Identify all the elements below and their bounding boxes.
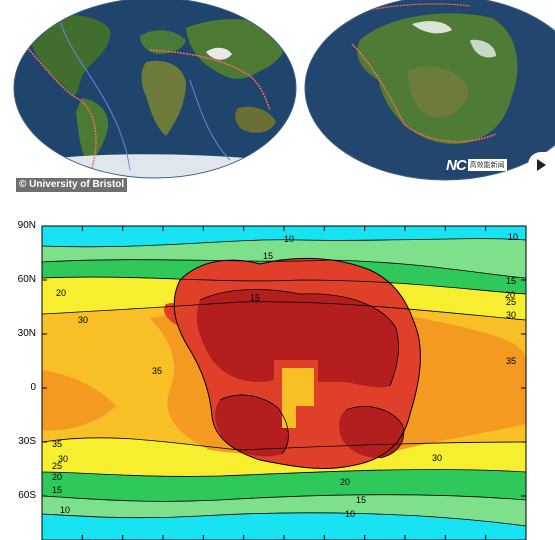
photo-credit: © University of Bristol xyxy=(16,178,128,192)
contour-label: 15 xyxy=(263,251,273,261)
contour-label: 15 xyxy=(356,495,366,505)
land-spur-west xyxy=(164,302,200,328)
globe-photo xyxy=(13,0,555,181)
globe-photo-panel: © University of Bristol NC 高效能新闻 xyxy=(0,0,555,195)
contour-label: 15 xyxy=(250,293,260,303)
contour-line xyxy=(42,494,526,502)
future-supercontinent-earth xyxy=(305,0,555,180)
contour-lines xyxy=(42,238,526,527)
contour-label: 30 xyxy=(506,310,516,320)
present-day-earth xyxy=(14,0,296,178)
temperature-map-panel: 10 10 15 15 15 20 20 25 30 30 35 35 35 30 25 20 15 10 10 20… xyxy=(0,210,555,540)
axis-ticks xyxy=(41,225,527,540)
contour-label: 15 xyxy=(506,276,516,286)
contour-label: 35 xyxy=(152,366,162,376)
contour-label: 30 xyxy=(432,453,442,463)
logo-mark: NC xyxy=(446,156,467,174)
contour-label: 30 xyxy=(78,315,88,325)
contour-label: 20 xyxy=(505,290,515,300)
contour-label: 10 xyxy=(508,232,518,242)
latitude-label: 30S xyxy=(18,436,36,447)
next-arrow-icon[interactable] xyxy=(528,152,555,178)
contour-label: 35 xyxy=(506,356,516,366)
latitude-label: 60S xyxy=(18,490,36,501)
band-orange-west xyxy=(42,370,116,431)
contour-label: 25 xyxy=(506,297,516,307)
contour-label: 20 xyxy=(56,288,66,298)
contour-label: 35 xyxy=(52,439,62,449)
contour-line xyxy=(42,301,526,321)
contour-line xyxy=(42,469,526,477)
contour-label: 25 xyxy=(52,461,62,471)
contour-line xyxy=(345,406,405,459)
latitude-label: 0 xyxy=(30,382,36,393)
contour-line xyxy=(42,512,526,527)
contour-line xyxy=(42,276,526,295)
hot-core-southwest xyxy=(215,394,289,457)
contour-label: 20 xyxy=(52,472,62,482)
contour-label: 15 xyxy=(52,485,62,495)
contour-line xyxy=(42,437,526,451)
logo-badge: 高效能新闻 xyxy=(467,159,507,171)
news-logo: NC 高效能新闻 xyxy=(446,156,507,174)
coastline xyxy=(173,257,421,469)
latitude-label: 90N xyxy=(17,220,36,231)
contour-label: 10 xyxy=(60,505,70,515)
hot-core-north xyxy=(196,289,399,388)
temperature-bands xyxy=(42,226,526,540)
contour-label: 10 xyxy=(284,234,294,244)
contour-line xyxy=(219,394,289,455)
contour-label: 10 xyxy=(345,509,355,519)
latitude-label: 30N xyxy=(17,328,36,339)
contour-label: 30 xyxy=(58,454,68,464)
latitude-label: 60N xyxy=(17,274,36,285)
inland-sea xyxy=(282,368,314,428)
contour-line xyxy=(42,238,526,248)
contour-label: 20 xyxy=(340,477,350,487)
contour-line xyxy=(199,289,399,387)
